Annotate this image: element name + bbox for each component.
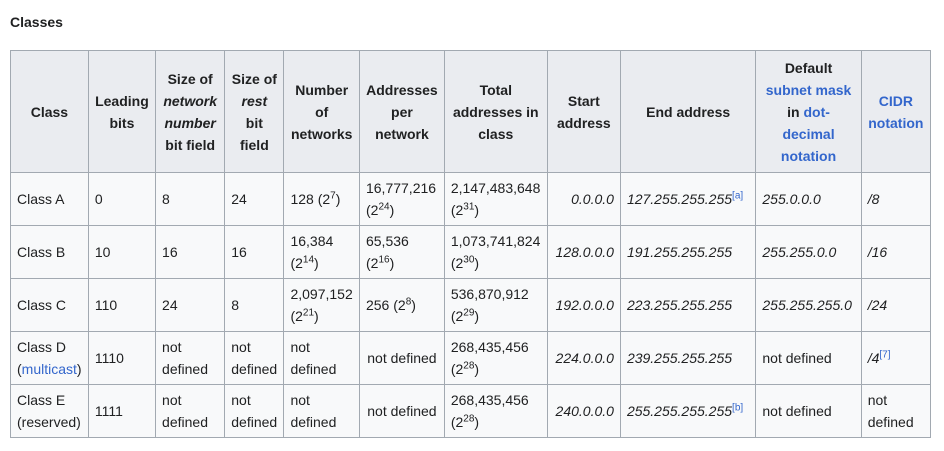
- cell-leading-bits: 110: [87, 278, 157, 332]
- cell-subnet-mask: 255.0.0.0: [755, 172, 862, 226]
- cell-number-networks: 128 (27): [283, 172, 360, 226]
- table-row: Class A 0 8 24 128 (27) 16,777,216 (224) 2,147…: [10, 172, 932, 226]
- multicast-link[interactable]: multicast: [21, 361, 77, 377]
- cell-rest-bits: not defined: [224, 331, 285, 385]
- cell-start-address: 240.0.0.0: [546, 384, 621, 438]
- header-row: Class Leading bits Size of network numbe…: [10, 50, 932, 173]
- cell-network-bits: 8: [155, 172, 226, 226]
- footnote-ref[interactable]: [7]: [879, 349, 891, 361]
- table-row: Class B 10 16 16 16,384 (214) 65,536 (216) 1,0…: [10, 225, 932, 279]
- cell-subnet-mask: not defined: [755, 331, 862, 385]
- cell-class: Class B: [10, 225, 89, 279]
- cell-addresses-per-network: not defined: [358, 331, 445, 385]
- cell-start-address: 224.0.0.0: [546, 331, 621, 385]
- header-cidr: CIDR notation: [860, 50, 932, 173]
- cell-start-address: 0.0.0.0: [546, 172, 621, 226]
- cell-total-addresses: 536,870,912 (229): [443, 278, 548, 332]
- cell-rest-bits: 16: [224, 225, 285, 279]
- classes-table: Class Leading bits Size of network numbe…: [10, 50, 932, 438]
- cell-class: Class D (multicast): [10, 331, 89, 385]
- header-size-network: Size of network number bit field: [155, 50, 226, 173]
- cell-subnet-mask: 255.255.255.0: [755, 278, 862, 332]
- table-row: Class D (multicast) 1110 not defined not def…: [10, 331, 932, 385]
- cell-addresses-per-network: 65,536 (216): [358, 225, 445, 279]
- cell-rest-bits: 24: [224, 172, 285, 226]
- header-class: Class: [10, 50, 89, 173]
- header-leading-bits: Leading bits: [87, 50, 157, 173]
- cell-start-address: 192.0.0.0: [546, 278, 621, 332]
- cell-subnet-mask: 255.255.0.0: [755, 225, 862, 279]
- cell-start-address: 128.0.0.0: [546, 225, 621, 279]
- table-row: Class C 110 24 8 2,097,152 (221) 256 (28) 536,…: [10, 278, 932, 332]
- table-caption: Classes: [10, 14, 63, 30]
- header-total-addresses: Total addresses in class: [443, 50, 548, 173]
- cell-total-addresses: 268,435,456 (228): [443, 331, 548, 385]
- cell-network-bits: 24: [155, 278, 226, 332]
- header-size-rest: Size of rest bit field: [224, 50, 285, 173]
- cell-number-networks: 2,097,152 (221): [283, 278, 360, 332]
- class-note: reserved: [21, 414, 77, 430]
- cell-network-bits: not defined: [155, 384, 226, 438]
- subnet-mask-link[interactable]: subnet mask: [765, 81, 852, 98]
- cell-cidr: not defined: [860, 384, 932, 438]
- cidr-link[interactable]: CIDR notation: [868, 92, 924, 131]
- header-addresses-per-network: Addresses per network: [358, 50, 445, 173]
- cell-addresses-per-network: not defined: [358, 384, 445, 438]
- cell-subnet-mask: not defined: [755, 384, 862, 438]
- cell-network-bits: 16: [155, 225, 226, 279]
- cell-end-address: 255.255.255.255[b]: [619, 384, 757, 438]
- cell-total-addresses: 268,435,456 (228): [443, 384, 548, 438]
- table-row: Class E (reserved) 1111 not defined not defi…: [10, 384, 932, 438]
- cell-addresses-per-network: 16,777,216 (224): [358, 172, 445, 226]
- cell-cidr: /16: [860, 225, 932, 279]
- cell-cidr: /8: [860, 172, 932, 226]
- cell-leading-bits: 10: [87, 225, 157, 279]
- cell-total-addresses: 1,073,741,824 (230): [443, 225, 548, 279]
- header-default-mask: Default subnet mask in dot-decimal notat…: [755, 50, 862, 173]
- cell-leading-bits: 0: [87, 172, 157, 226]
- cell-cidr: /4[7]: [860, 331, 932, 385]
- footnote-ref[interactable]: [a]: [732, 190, 744, 202]
- header-end-address: End address: [619, 50, 757, 173]
- footnote-ref[interactable]: [b]: [732, 402, 744, 414]
- dot-decimal-link[interactable]: dot-decimal notation: [780, 103, 837, 164]
- cell-end-address: 191.255.255.255: [619, 225, 757, 279]
- cell-leading-bits: 1111: [87, 384, 157, 438]
- cell-class: Class C: [10, 278, 89, 332]
- cell-leading-bits: 1110: [87, 331, 157, 385]
- cell-addresses-per-network: 256 (28): [358, 278, 445, 332]
- cell-number-networks: not defined: [283, 331, 360, 385]
- cell-class: Class A: [10, 172, 89, 226]
- cell-network-bits: not defined: [155, 331, 226, 385]
- cell-total-addresses: 2,147,483,648 (231): [443, 172, 548, 226]
- cell-number-networks: not defined: [283, 384, 360, 438]
- cell-rest-bits: not defined: [224, 384, 285, 438]
- cell-end-address: 239.255.255.255: [619, 331, 757, 385]
- header-number-networks: Number of networks: [283, 50, 360, 173]
- cell-rest-bits: 8: [224, 278, 285, 332]
- cell-class: Class E (reserved): [10, 384, 89, 438]
- cell-number-networks: 16,384 (214): [283, 225, 360, 279]
- cell-end-address: 127.255.255.255[a]: [619, 172, 757, 226]
- header-start-address: Start address: [546, 50, 621, 173]
- cell-end-address: 223.255.255.255: [619, 278, 757, 332]
- cell-cidr: /24: [860, 278, 932, 332]
